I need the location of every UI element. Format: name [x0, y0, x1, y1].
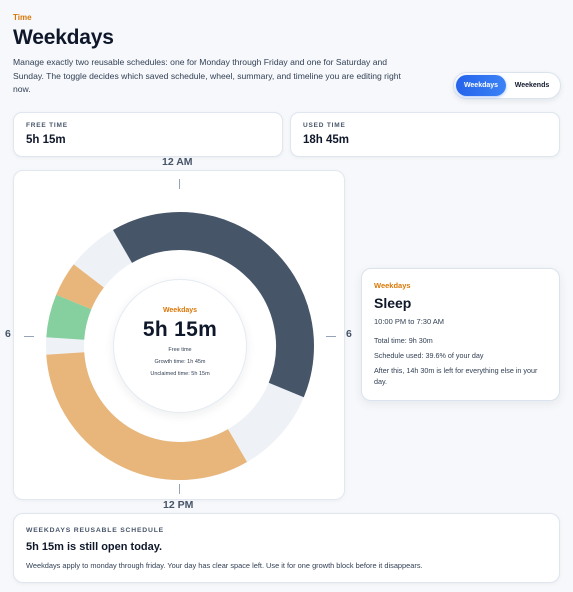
hour-label-right: 6	[346, 328, 352, 340]
hour-label-left: 6	[5, 328, 11, 340]
used-time-value: 18h 45m	[303, 134, 350, 146]
free-time-value: 5h 15m	[26, 134, 66, 146]
center-eyebrow: Weekdays	[162, 307, 198, 314]
center-free-label: Free time	[168, 347, 192, 353]
free-time-label: FREE TIME	[26, 122, 68, 129]
summary-title: 5h 15m is still open today.	[26, 541, 163, 553]
summary-description: Weekdays apply to monday through friday.…	[26, 561, 423, 570]
page-title: Weekdays	[13, 26, 114, 49]
detail-total-time: Total time: 9h 30m	[374, 336, 433, 345]
tick-left	[24, 336, 34, 337]
center-unclaimed-time: Unclaimed time: 5h 15m	[150, 371, 210, 377]
hour-label-top: 12 AM	[162, 156, 193, 168]
reusable-schedule-summary: WEEKDAYS REUSABLE SCHEDULE 5h 15m is sti…	[13, 513, 560, 583]
toggle-weekends-button[interactable]: Weekends	[514, 82, 550, 89]
used-time-label: USED TIME	[303, 122, 346, 129]
detail-time-range: 10:00 PM to 7:30 AM	[374, 317, 445, 326]
center-growth-time: Growth time: 1h 45m	[154, 359, 206, 365]
detail-title: Sleep	[374, 295, 412, 311]
hour-label-bottom: 12 PM	[163, 499, 194, 511]
schedule-wheel-card: Weekdays 5h 15m Free time Growth time: 1…	[13, 170, 345, 500]
detail-eyebrow: Weekdays	[374, 281, 411, 290]
wheel-center-summary: Weekdays 5h 15m Free time Growth time: 1…	[113, 279, 247, 413]
page-description: Manage exactly two reusable schedules: o…	[13, 57, 401, 94]
tick-bottom	[179, 484, 180, 494]
detail-schedule-used: Schedule used: 39.6% of your day	[374, 351, 484, 360]
used-time-card: USED TIME 18h 45m	[290, 112, 560, 157]
wheel-segment-4[interactable]	[56, 264, 105, 310]
wheel-segment-3[interactable]	[46, 294, 92, 341]
detail-remaining: After this, 14h 30m is left for everythi…	[374, 366, 538, 386]
toggle-weekdays-button[interactable]: Weekdays	[456, 75, 506, 96]
free-time-card: FREE TIME 5h 15m	[13, 112, 283, 157]
selected-block-card: Weekdays Sleep 10:00 PM to 7:30 AM Total…	[361, 268, 560, 401]
summary-eyebrow: WEEKDAYS REUSABLE SCHEDULE	[26, 527, 164, 534]
wheel-segment-2[interactable]	[46, 351, 247, 480]
schedule-wheel	[46, 212, 314, 480]
center-free-value: 5h 15m	[142, 318, 218, 341]
schedule-toggle: Weekdays Weekends	[453, 72, 561, 99]
tick-right	[326, 336, 336, 337]
wheel-segment-1[interactable]	[113, 212, 314, 398]
section-eyebrow: Time	[13, 13, 32, 22]
tick-top	[179, 179, 180, 189]
